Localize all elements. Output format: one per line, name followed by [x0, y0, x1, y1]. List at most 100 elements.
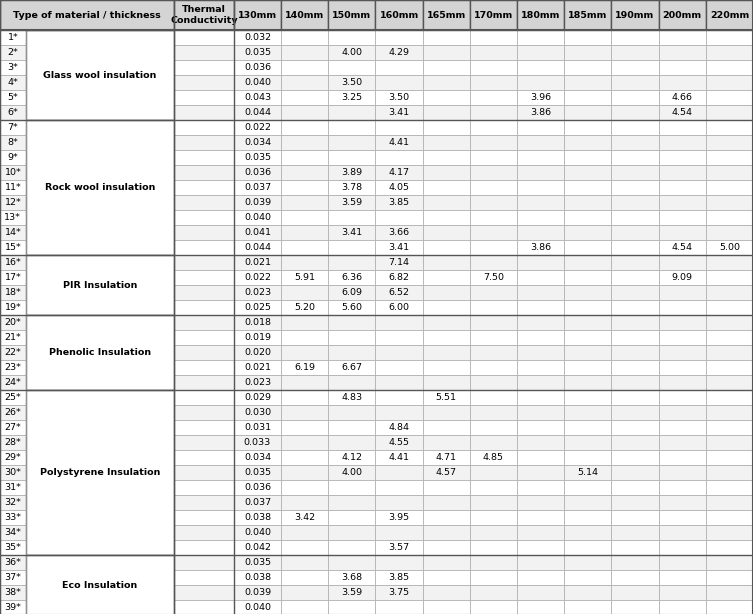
Bar — [281, 510, 328, 525]
Bar — [517, 120, 564, 135]
Bar — [659, 390, 706, 405]
Text: 4.57: 4.57 — [436, 468, 457, 477]
Bar — [470, 435, 517, 450]
Bar — [422, 345, 470, 360]
Bar — [422, 270, 470, 285]
Bar — [517, 30, 564, 45]
Bar — [175, 240, 234, 255]
Bar — [234, 180, 281, 195]
Bar — [611, 165, 659, 180]
Bar — [234, 225, 281, 240]
Bar — [281, 585, 328, 600]
Text: 35*: 35* — [5, 543, 21, 552]
Bar — [422, 165, 470, 180]
Bar — [0, 255, 175, 270]
Bar — [470, 450, 517, 465]
Bar — [706, 465, 753, 480]
Text: 10*: 10* — [5, 168, 21, 177]
Text: 3.50: 3.50 — [389, 93, 410, 102]
Bar — [611, 330, 659, 345]
Text: 4.54: 4.54 — [672, 243, 693, 252]
Bar — [175, 105, 234, 120]
Bar — [564, 75, 611, 90]
Bar — [564, 390, 611, 405]
Bar — [376, 495, 422, 510]
Text: 0.021: 0.021 — [244, 363, 271, 372]
Text: 18*: 18* — [5, 288, 21, 297]
Text: 0.044: 0.044 — [244, 243, 271, 252]
Text: 3.86: 3.86 — [530, 108, 551, 117]
Bar — [470, 480, 517, 495]
Text: 26*: 26* — [5, 408, 21, 417]
Bar — [611, 585, 659, 600]
Bar — [659, 90, 706, 105]
Bar — [422, 210, 470, 225]
Bar — [175, 60, 234, 75]
Text: 4.41: 4.41 — [389, 138, 410, 147]
Text: 0.018: 0.018 — [244, 318, 271, 327]
Bar — [0, 195, 175, 210]
Bar — [234, 570, 281, 585]
Bar — [706, 180, 753, 195]
Bar — [281, 45, 328, 60]
Bar — [564, 105, 611, 120]
Text: PIR Insulation: PIR Insulation — [62, 281, 137, 289]
Bar — [470, 75, 517, 90]
Bar — [422, 390, 470, 405]
Bar — [706, 480, 753, 495]
Bar — [706, 330, 753, 345]
Bar — [422, 420, 470, 435]
Bar — [422, 375, 470, 390]
Text: Glass wool insulation: Glass wool insulation — [44, 71, 157, 79]
Bar — [175, 585, 234, 600]
Bar — [422, 555, 470, 570]
Text: 0.020: 0.020 — [244, 348, 271, 357]
Bar — [470, 270, 517, 285]
Bar — [175, 375, 234, 390]
Bar — [376, 105, 422, 120]
Bar — [706, 570, 753, 585]
Bar — [470, 120, 517, 135]
Bar — [470, 90, 517, 105]
Bar — [328, 555, 376, 570]
Bar — [0, 270, 175, 285]
Bar — [706, 540, 753, 555]
Bar — [564, 405, 611, 420]
Text: 14*: 14* — [5, 228, 21, 237]
Bar — [281, 570, 328, 585]
Bar — [564, 255, 611, 270]
Text: 3.86: 3.86 — [530, 243, 551, 252]
Text: 0.019: 0.019 — [244, 333, 271, 342]
Bar — [564, 165, 611, 180]
Bar — [328, 480, 376, 495]
Bar — [611, 285, 659, 300]
Bar — [234, 150, 281, 165]
Text: 5.51: 5.51 — [436, 393, 457, 402]
Bar — [328, 315, 376, 330]
Bar — [517, 390, 564, 405]
Text: 4.29: 4.29 — [389, 48, 410, 57]
Text: 165mm: 165mm — [427, 10, 466, 20]
Bar — [611, 315, 659, 330]
Bar — [175, 465, 234, 480]
Text: 3.59: 3.59 — [341, 198, 362, 207]
Text: 23*: 23* — [5, 363, 21, 372]
Text: 4.41: 4.41 — [389, 453, 410, 462]
Bar — [517, 0, 564, 30]
Text: 0.022: 0.022 — [244, 123, 271, 132]
Bar — [517, 525, 564, 540]
Text: 0.029: 0.029 — [244, 393, 271, 402]
Text: 6.09: 6.09 — [341, 288, 362, 297]
Bar — [281, 270, 328, 285]
Text: 13*: 13* — [5, 213, 21, 222]
Bar — [328, 600, 376, 614]
Bar — [0, 585, 175, 600]
Bar — [470, 420, 517, 435]
Bar — [0, 600, 175, 614]
Text: 9*: 9* — [8, 153, 18, 162]
Bar — [175, 345, 234, 360]
Bar — [611, 105, 659, 120]
Bar — [175, 450, 234, 465]
Bar — [376, 0, 422, 30]
Bar — [376, 465, 422, 480]
